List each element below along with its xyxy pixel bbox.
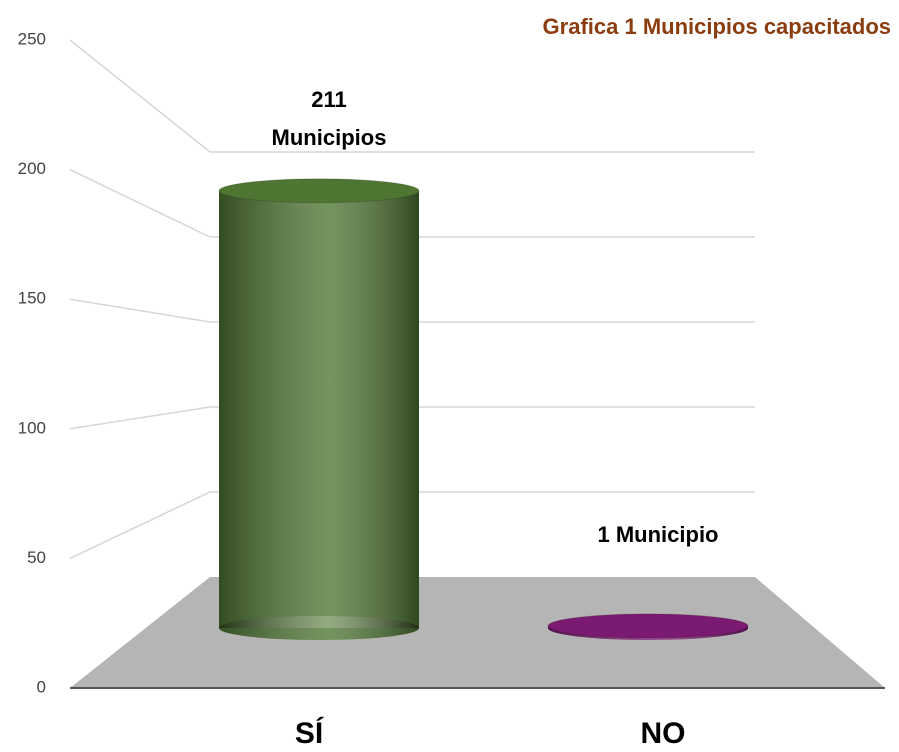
bar-top xyxy=(547,613,749,639)
grid-line xyxy=(69,298,755,323)
value-label: 211 Municipios xyxy=(271,86,387,150)
x-tick-label: NO xyxy=(641,717,686,750)
value-label: 1 Municipio xyxy=(597,521,719,547)
grid-line xyxy=(69,491,755,560)
y-tick-label: 200 xyxy=(18,159,46,178)
y-tick-label: 250 xyxy=(18,29,46,48)
y-tick-label: 50 xyxy=(27,548,46,567)
y-tick-label: 100 xyxy=(18,418,46,437)
grid-line xyxy=(69,168,755,238)
y-tick-label: 150 xyxy=(18,289,46,308)
bar-top xyxy=(218,178,420,204)
x-tick-label: SÍ xyxy=(295,716,324,750)
grid-line xyxy=(69,39,755,153)
y-tick-label: 0 xyxy=(37,677,46,696)
grid-line xyxy=(69,406,755,430)
bar-shade xyxy=(219,190,419,629)
chart-title: Grafica 1 Municipios capacitados xyxy=(542,14,891,39)
floor xyxy=(70,577,885,688)
